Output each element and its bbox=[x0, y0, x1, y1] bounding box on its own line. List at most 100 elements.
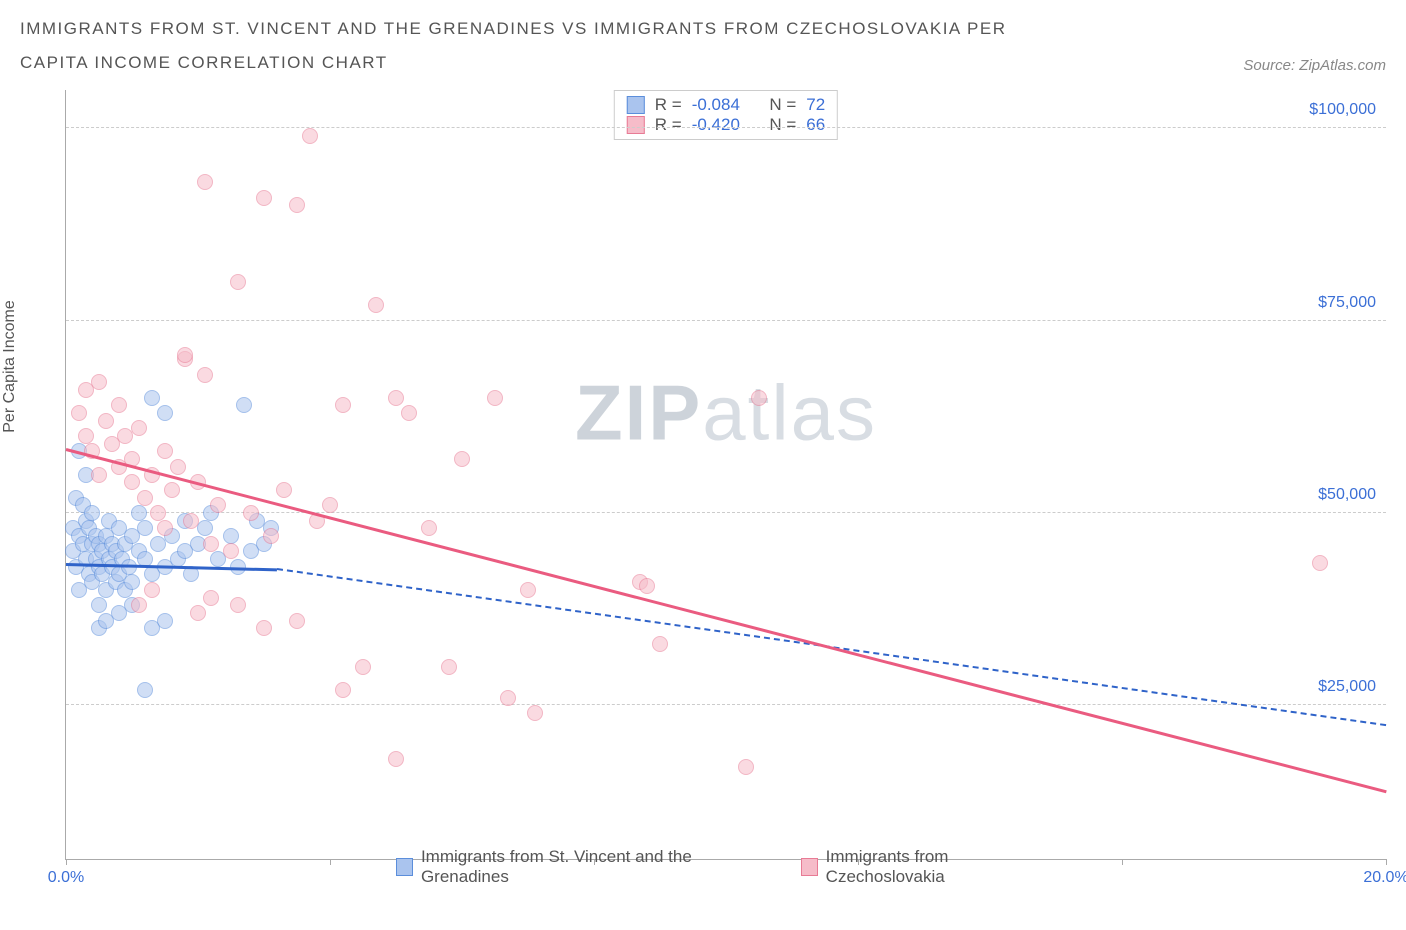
data-point bbox=[223, 543, 239, 559]
data-point bbox=[500, 690, 516, 706]
data-point bbox=[164, 482, 180, 498]
swatch-icon bbox=[627, 96, 645, 114]
legend-item: Immigrants from St. Vincent and the Gren… bbox=[396, 847, 761, 887]
data-point bbox=[131, 597, 147, 613]
data-point bbox=[137, 490, 153, 506]
data-point bbox=[289, 613, 305, 629]
data-point bbox=[124, 574, 140, 590]
data-point bbox=[84, 505, 100, 521]
y-tick-label: $25,000 bbox=[1318, 678, 1376, 696]
data-point bbox=[527, 705, 543, 721]
data-point bbox=[150, 505, 166, 521]
data-point bbox=[230, 274, 246, 290]
data-point bbox=[131, 420, 147, 436]
data-point bbox=[91, 374, 107, 390]
swatch-icon bbox=[396, 858, 413, 876]
data-point bbox=[203, 590, 219, 606]
x-tick-label: 20.0% bbox=[1363, 869, 1406, 887]
data-point bbox=[137, 520, 153, 536]
data-point bbox=[78, 428, 94, 444]
data-point bbox=[289, 197, 305, 213]
r-value: -0.420 bbox=[692, 115, 740, 135]
data-point bbox=[170, 459, 186, 475]
stats-row-series-1: R = -0.084 N = 72 bbox=[627, 95, 825, 115]
data-point bbox=[1312, 555, 1328, 571]
gridline bbox=[66, 127, 1386, 128]
data-point bbox=[131, 505, 147, 521]
data-point bbox=[256, 620, 272, 636]
series-legend: Immigrants from St. Vincent and the Gren… bbox=[396, 847, 1056, 887]
legend-item: Immigrants from Czechoslovakia bbox=[801, 847, 1056, 887]
data-point bbox=[639, 578, 655, 594]
data-point bbox=[210, 497, 226, 513]
data-point bbox=[203, 536, 219, 552]
n-value: 72 bbox=[806, 95, 825, 115]
data-point bbox=[91, 597, 107, 613]
data-point bbox=[368, 297, 384, 313]
data-point bbox=[157, 520, 173, 536]
data-point bbox=[335, 397, 351, 413]
watermark: ZIPatlas bbox=[575, 367, 877, 458]
data-point bbox=[302, 128, 318, 144]
data-point bbox=[71, 405, 87, 421]
data-point bbox=[401, 405, 417, 421]
x-tick bbox=[594, 859, 595, 865]
data-point bbox=[223, 528, 239, 544]
data-point bbox=[236, 397, 252, 413]
data-point bbox=[738, 759, 754, 775]
gridline bbox=[66, 320, 1386, 321]
data-point bbox=[388, 751, 404, 767]
y-tick-label: $75,000 bbox=[1318, 294, 1376, 312]
data-point bbox=[276, 482, 292, 498]
data-point bbox=[144, 582, 160, 598]
data-point bbox=[487, 390, 503, 406]
data-point bbox=[335, 682, 351, 698]
data-point bbox=[256, 190, 272, 206]
data-point bbox=[124, 474, 140, 490]
data-point bbox=[197, 367, 213, 383]
data-point bbox=[190, 605, 206, 621]
r-value: -0.084 bbox=[692, 95, 740, 115]
data-point bbox=[137, 682, 153, 698]
data-point bbox=[230, 597, 246, 613]
data-point bbox=[520, 582, 536, 598]
data-point bbox=[355, 659, 371, 675]
x-tick bbox=[1386, 859, 1387, 865]
source-attribution: Source: ZipAtlas.com bbox=[1243, 57, 1386, 80]
y-tick-label: $100,000 bbox=[1309, 101, 1376, 119]
stats-row-series-2: R = -0.420 N = 66 bbox=[627, 115, 825, 135]
x-tick bbox=[858, 859, 859, 865]
data-point bbox=[144, 390, 160, 406]
chart-container: Per Capita Income ZIPatlas R = -0.084 N … bbox=[20, 90, 1386, 890]
data-point bbox=[91, 467, 107, 483]
data-point bbox=[157, 613, 173, 629]
data-point bbox=[111, 397, 127, 413]
data-point bbox=[454, 451, 470, 467]
gridline bbox=[66, 512, 1386, 513]
swatch-icon bbox=[801, 858, 818, 876]
chart-title: IMMIGRANTS FROM ST. VINCENT AND THE GREN… bbox=[20, 12, 1070, 80]
data-point bbox=[177, 347, 193, 363]
data-point bbox=[322, 497, 338, 513]
data-point bbox=[243, 505, 259, 521]
y-tick-label: $50,000 bbox=[1318, 486, 1376, 504]
scatter-plot: ZIPatlas R = -0.084 N = 72 R = -0.420 N … bbox=[65, 90, 1386, 860]
x-tick bbox=[330, 859, 331, 865]
data-point bbox=[157, 443, 173, 459]
data-point bbox=[157, 405, 173, 421]
data-point bbox=[263, 528, 279, 544]
swatch-icon bbox=[627, 116, 645, 134]
data-point bbox=[98, 413, 114, 429]
data-point bbox=[421, 520, 437, 536]
n-value: 66 bbox=[806, 115, 825, 135]
data-point bbox=[652, 636, 668, 652]
x-tick bbox=[66, 859, 67, 865]
x-tick-label: 0.0% bbox=[48, 869, 84, 887]
data-point bbox=[183, 513, 199, 529]
data-point bbox=[388, 390, 404, 406]
data-point bbox=[751, 390, 767, 406]
x-tick bbox=[1122, 859, 1123, 865]
data-point bbox=[197, 174, 213, 190]
gridline bbox=[66, 704, 1386, 705]
y-axis-label: Per Capita Income bbox=[1, 300, 19, 433]
